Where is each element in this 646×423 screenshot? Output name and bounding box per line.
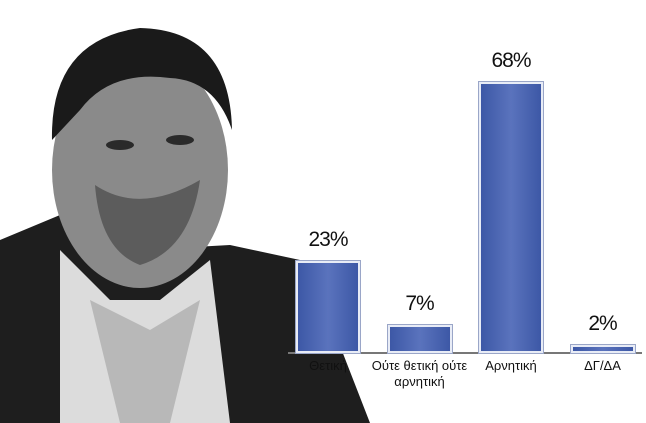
value-label: 23% <box>308 228 348 252</box>
bar <box>479 81 543 353</box>
photo <box>0 28 370 423</box>
value-label: 7% <box>405 292 434 316</box>
baseline <box>288 352 642 354</box>
value-label: 2% <box>588 312 617 336</box>
bar <box>296 261 360 353</box>
bar <box>387 325 452 353</box>
x-tick-label: Θετική <box>309 358 347 373</box>
bar <box>570 345 635 353</box>
value-label: 68% <box>491 48 531 72</box>
x-tick-label: Ούτε θετική ούτε αρνητική <box>371 358 468 389</box>
x-tick-label: ΔΓ/ΔΑ <box>584 358 621 373</box>
x-tick-label: Αρνητική <box>485 358 537 373</box>
